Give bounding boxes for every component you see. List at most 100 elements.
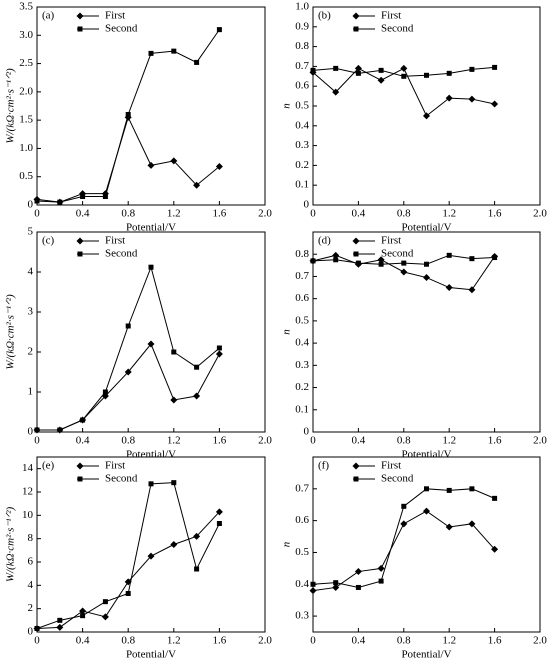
y-tick-label: 0 — [304, 199, 310, 211]
marker — [400, 520, 408, 528]
x-axis-label: Potential/V — [126, 649, 176, 661]
x-tick-label: 0 — [310, 208, 316, 220]
plot-frame — [36, 6, 266, 206]
y-tick-label: 0.5 — [295, 314, 309, 326]
marker — [310, 67, 316, 73]
marker — [424, 486, 429, 492]
x-tick-label: 1.6 — [488, 208, 502, 220]
marker — [147, 340, 155, 348]
series-line — [37, 343, 220, 431]
marker — [378, 261, 384, 267]
panel: 0 0.4 0.8 1.2 1.6 2.0 0 0.1 0.2 0.3 0.4 0.5 0.6 0.7 0.… — [281, 1, 548, 234]
panel-label: (d) — [318, 235, 331, 247]
legend-label: Second — [381, 473, 414, 485]
marker — [171, 48, 177, 54]
marker — [171, 480, 177, 486]
marker — [57, 199, 63, 205]
marker — [332, 88, 340, 96]
marker — [34, 198, 40, 204]
y-tick-label: 1 — [28, 386, 34, 398]
x-tick-label: 1.2 — [167, 208, 181, 220]
legend-label: First — [105, 460, 125, 472]
y-tick-label: 0.3 — [295, 139, 309, 151]
marker — [80, 613, 86, 619]
y-tick-label: 14 — [22, 462, 34, 474]
x-tick-label: 2.0 — [258, 635, 272, 647]
y-tick-label: 1.5 — [19, 114, 33, 126]
x-tick-label: 1.2 — [442, 435, 456, 447]
panel-label: (e) — [42, 460, 55, 472]
plot-frame — [312, 6, 541, 206]
y-tick-label: 0.4 — [295, 337, 309, 349]
marker — [378, 578, 384, 584]
marker — [309, 587, 317, 595]
marker — [378, 67, 384, 73]
series-line — [36, 511, 220, 629]
marker — [171, 349, 177, 355]
y-tick-label: 3 — [28, 306, 34, 318]
marker — [492, 255, 498, 261]
y-tick-label: 0.8 — [295, 40, 309, 52]
x-tick-label: 0.4 — [76, 635, 90, 647]
marker — [468, 95, 476, 103]
marker — [355, 260, 361, 266]
plot-frame — [312, 456, 541, 633]
y-tick-label: 0.6 — [295, 514, 309, 526]
x-tick-label: 2.0 — [533, 435, 547, 447]
y-axis-label: n — [281, 329, 293, 335]
x-tick-label: 0.8 — [121, 435, 135, 447]
legend-label: Second — [105, 23, 138, 35]
marker — [332, 583, 340, 591]
marker — [468, 286, 476, 294]
marker — [492, 495, 498, 501]
marker — [468, 520, 476, 528]
y-tick-label: 0.3 — [295, 610, 309, 622]
marker — [34, 427, 40, 433]
x-tick-label: 0 — [310, 635, 316, 647]
marker — [333, 580, 339, 586]
marker — [56, 623, 64, 631]
y-tick-label: 0.5 — [295, 100, 309, 112]
marker — [469, 486, 475, 492]
marker — [355, 70, 361, 76]
marker — [216, 27, 222, 33]
y-tick-label: 0 — [28, 426, 34, 438]
marker — [377, 76, 385, 84]
y-axis-label: W/(kΩ·cm²·s⁻¹ᐟ²) — [5, 294, 17, 370]
legend-label: First — [105, 235, 125, 247]
y-tick-label: 0 — [304, 426, 310, 438]
marker — [491, 545, 499, 553]
legend-label: First — [381, 10, 401, 22]
panel-label: (f) — [318, 460, 329, 472]
x-axis-label: Potential/V — [401, 449, 451, 461]
x-tick-label: 0.4 — [352, 208, 366, 220]
y-tick-label: 0.8 — [295, 248, 309, 260]
y-tick-label: 0.7 — [295, 270, 309, 282]
marker — [401, 503, 407, 509]
marker — [148, 50, 154, 56]
legend-label: First — [105, 10, 125, 22]
x-tick-label: 0.8 — [121, 208, 135, 220]
marker — [424, 261, 429, 267]
marker — [354, 64, 362, 72]
y-tick-label: 0.7 — [295, 482, 309, 494]
marker — [194, 364, 200, 370]
marker — [215, 350, 223, 358]
x-tick-label: 0.4 — [76, 208, 90, 220]
marker — [400, 268, 408, 276]
y-tick-label: 2 — [28, 602, 34, 614]
y-tick-label: 0.6 — [295, 80, 309, 92]
y-tick-label: 0.1 — [295, 179, 309, 191]
y-tick-label: 0.9 — [295, 20, 309, 32]
x-tick-label: 0.4 — [76, 435, 90, 447]
legend-marker — [77, 26, 83, 32]
y-tick-label: 3.5 — [19, 1, 33, 13]
marker — [401, 260, 407, 266]
marker — [310, 581, 316, 587]
x-axis-label: Potential/V — [401, 649, 451, 661]
legend-label: First — [381, 460, 401, 472]
y-tick-label: 4 — [28, 266, 34, 278]
y-tick-label: 2.5 — [19, 57, 33, 69]
x-tick-label: 1.6 — [213, 435, 227, 447]
marker — [193, 532, 201, 540]
